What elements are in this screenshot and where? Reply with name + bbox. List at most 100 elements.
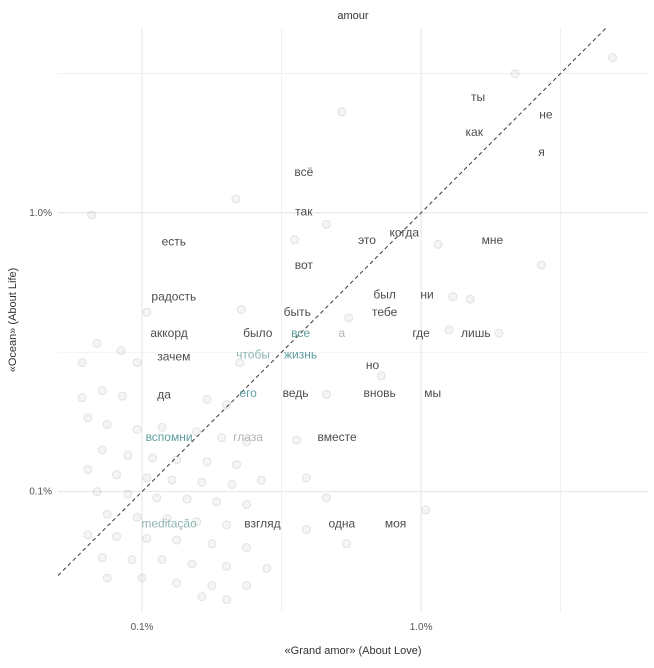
data-point	[537, 260, 547, 270]
data-point	[202, 457, 212, 467]
data-point	[77, 358, 87, 368]
word-label: вместе	[317, 430, 357, 444]
word-label: его	[239, 386, 257, 400]
data-point	[465, 294, 475, 304]
word-label: одна	[328, 516, 355, 530]
data-point	[83, 413, 93, 423]
data-point	[127, 555, 137, 565]
data-point	[242, 499, 252, 509]
word-label: быть	[284, 305, 311, 319]
y-tick-label: 0.1%	[29, 487, 52, 498]
data-point	[83, 530, 93, 540]
x-axis-title: «Grand amor» (About Love)	[284, 645, 422, 657]
data-point	[172, 455, 182, 465]
data-point	[321, 493, 331, 503]
word-label: зачем	[157, 350, 190, 364]
data-point	[376, 371, 386, 381]
data-point	[102, 509, 112, 519]
data-point	[102, 573, 112, 583]
data-point	[301, 525, 311, 535]
data-point	[301, 473, 311, 483]
data-point	[182, 494, 192, 504]
data-point	[142, 307, 152, 317]
data-point	[97, 386, 107, 396]
x-tick-label: 1.0%	[410, 622, 433, 633]
word-label: чтобы	[236, 348, 270, 362]
data-point	[111, 470, 121, 480]
data-point	[92, 338, 102, 348]
data-point	[231, 460, 241, 470]
data-point	[494, 328, 504, 338]
data-point	[117, 391, 127, 401]
data-point	[132, 512, 142, 522]
data-point	[97, 445, 107, 455]
word-label: мне	[482, 233, 504, 247]
data-point	[102, 420, 112, 430]
word-label: meditação	[141, 516, 197, 530]
data-point	[321, 219, 331, 229]
data-point	[111, 532, 121, 542]
data-point	[242, 543, 252, 553]
data-point	[222, 520, 232, 530]
data-point	[236, 304, 246, 314]
data-point	[167, 475, 177, 485]
word-label: я	[538, 145, 545, 159]
data-point	[262, 563, 272, 573]
data-point	[222, 595, 232, 605]
data-point	[132, 358, 142, 368]
word-label: ни	[420, 287, 433, 301]
data-point	[92, 487, 102, 497]
word-label: глаза	[233, 430, 263, 444]
word-label: все	[291, 326, 310, 340]
word-label: это	[358, 233, 376, 247]
data-point	[197, 592, 207, 602]
data-point	[157, 555, 167, 565]
y-axis-title: «Ocean» (About Life)	[7, 267, 19, 373]
word-label: вот	[295, 258, 314, 272]
word-label: вспомни	[146, 430, 193, 444]
word-label: лишь	[461, 326, 491, 340]
word-label: да	[157, 387, 171, 401]
data-point	[202, 394, 212, 404]
x-tick-label: 0.1%	[131, 622, 154, 633]
data-point	[433, 239, 443, 249]
data-point	[222, 400, 232, 410]
data-point	[217, 433, 227, 443]
word-label: радость	[151, 290, 196, 304]
data-point	[152, 493, 162, 503]
data-point	[227, 480, 237, 490]
data-point	[222, 561, 232, 571]
data-point	[257, 475, 267, 485]
data-point	[192, 517, 202, 527]
word-label: было	[243, 326, 273, 340]
data-point	[83, 465, 93, 475]
word-label: был	[373, 287, 396, 301]
word-label: когда	[389, 225, 419, 239]
data-point	[242, 437, 252, 447]
word-label: не	[539, 108, 553, 122]
identity-line	[57, 27, 607, 576]
word-label: всё	[294, 165, 313, 179]
data-point	[172, 578, 182, 588]
data-point	[116, 346, 126, 356]
data-point	[510, 69, 520, 79]
data-point	[77, 393, 87, 403]
word-label: аккорд	[150, 326, 187, 340]
data-point	[123, 450, 133, 460]
word-label: мы	[424, 386, 441, 400]
data-point	[292, 435, 302, 445]
data-point	[231, 194, 241, 204]
y-tick-label: 1.0%	[29, 208, 52, 219]
word-label: взгляд	[244, 516, 280, 530]
data-point	[87, 210, 97, 220]
data-point	[132, 425, 142, 435]
word-label: ведь	[283, 386, 309, 400]
word-label: а	[339, 326, 346, 340]
data-point	[97, 553, 107, 563]
word-label: моя	[385, 516, 406, 530]
word-label: есть	[162, 234, 186, 248]
data-point	[192, 427, 202, 437]
data-point	[207, 581, 217, 591]
